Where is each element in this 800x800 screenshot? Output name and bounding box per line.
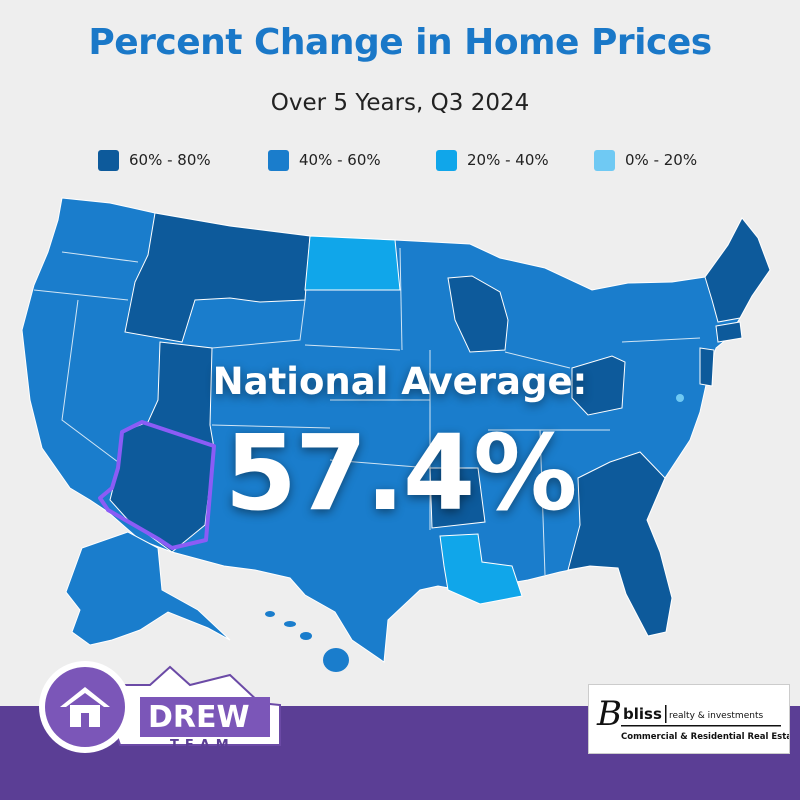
logo-the: THE	[131, 701, 141, 721]
bliss-name: bliss	[623, 705, 662, 723]
legend-item-20-40: 20% - 40%	[436, 148, 549, 172]
region-southeast	[567, 451, 673, 637]
arizona-outline	[98, 420, 216, 550]
legend-item-40-60: 40% - 60%	[268, 148, 381, 172]
border-line	[211, 424, 331, 429]
bliss-tagline: realty & investments	[669, 711, 763, 721]
region-louisiana	[439, 533, 523, 605]
legend-swatch	[436, 149, 457, 171]
legend-label: 20% - 40%	[467, 151, 549, 169]
legend-item-0-20: 0% - 20%	[594, 148, 697, 172]
legend-swatch	[98, 149, 119, 171]
region-arkansas	[429, 467, 486, 529]
region-dc	[676, 394, 684, 402]
us-map	[21, 197, 771, 672]
page-title: Percent Change in Home Prices	[88, 22, 712, 63]
legend-swatch	[594, 149, 615, 171]
legend-label: 0% - 20%	[625, 151, 698, 169]
border-line	[33, 289, 129, 301]
border-line	[621, 337, 701, 343]
bliss-divider	[665, 705, 667, 723]
hawaii-island	[323, 648, 349, 672]
hawaii-island	[284, 621, 296, 627]
border-line	[211, 299, 306, 349]
house-roof	[60, 687, 110, 707]
logo-team: TEAM	[170, 738, 235, 753]
legend-label: 60% - 80%	[129, 151, 211, 169]
region-new-england	[704, 217, 771, 323]
border-line	[399, 247, 403, 351]
border-line	[329, 459, 431, 469]
national-average-label: National Average:	[212, 360, 588, 403]
region-wisconsin	[447, 275, 509, 353]
border-line	[304, 344, 401, 351]
legend-label: 40% - 60%	[299, 151, 381, 169]
region-north-dakota	[304, 235, 401, 291]
house-door	[81, 713, 89, 727]
bliss-underline	[621, 725, 781, 727]
hawaii-island	[265, 611, 275, 617]
legend-swatch	[268, 149, 289, 171]
page-subtitle: Over 5 Years, Q3 2024	[270, 90, 530, 116]
bliss-wordmark: B bliss realty & investments Commercial …	[596, 694, 800, 742]
border-line	[504, 351, 571, 369]
hawaii-island	[300, 632, 312, 640]
national-average-value: 57.4%	[224, 412, 578, 534]
border-line	[61, 251, 139, 263]
bliss-initial-icon: B	[596, 694, 622, 734]
region-idaho-montana	[124, 212, 311, 343]
state-borders	[33, 247, 701, 576]
alaska	[65, 531, 231, 646]
logo-drew: DREW	[148, 700, 250, 735]
hawaii	[265, 611, 349, 672]
bliss-subline: Commercial & Residential Real Estate	[621, 732, 789, 742]
drew-team-logo: THE DREW TEAM	[39, 661, 281, 753]
legend: 60% - 80% 40% - 60% 20% - 40% 0% - 20%	[98, 148, 718, 172]
bliss-logo: B bliss realty & investments Commercial …	[588, 684, 800, 754]
region-connecticut	[715, 321, 743, 343]
border-line	[61, 299, 119, 463]
region-new-jersey	[699, 347, 715, 387]
legend-item-60-80: 60% - 80%	[98, 148, 211, 172]
logo-banner-shade	[140, 697, 270, 737]
house-icon	[60, 687, 110, 727]
region-ohio	[571, 355, 626, 416]
border-line	[539, 429, 546, 576]
